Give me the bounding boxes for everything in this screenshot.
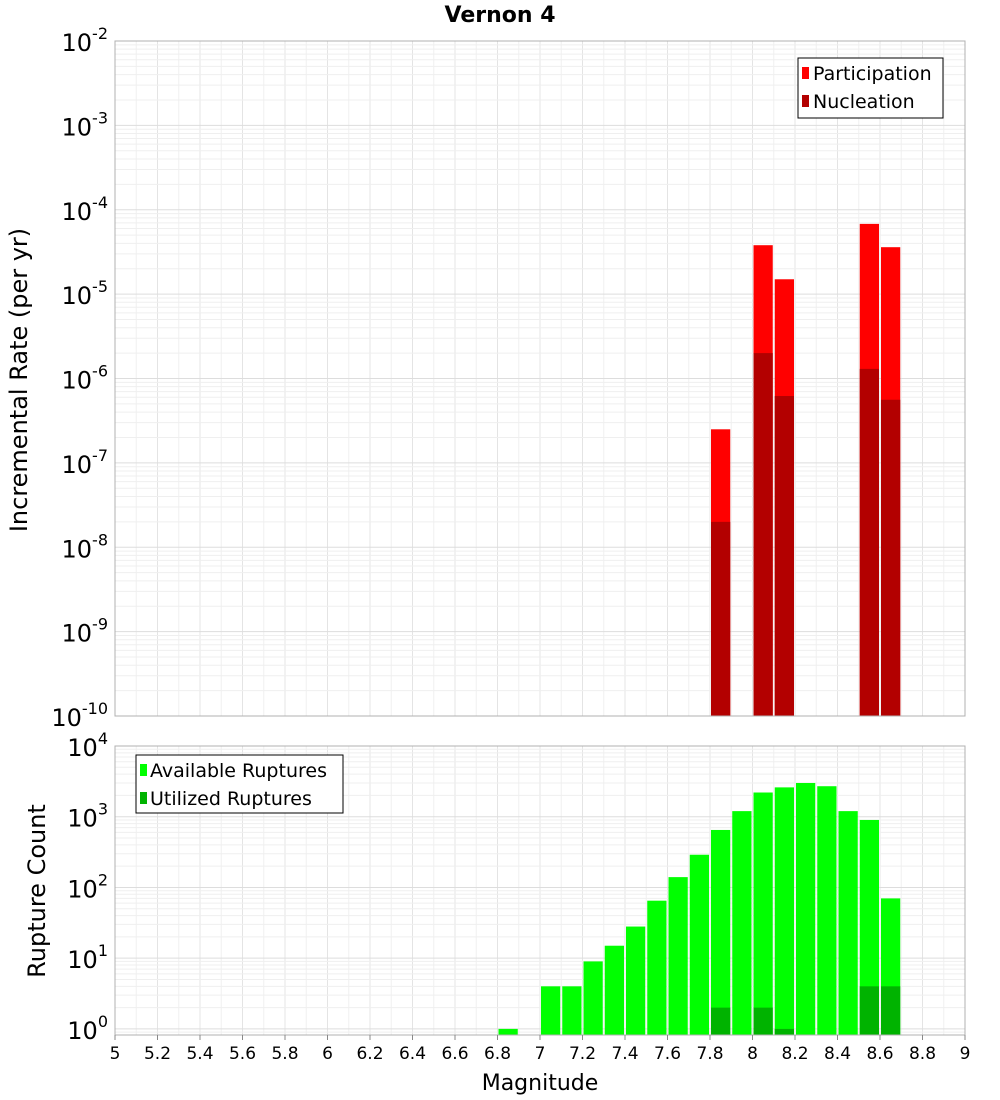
top-grid <box>114 40 966 717</box>
x-tick-label: 7.2 <box>569 1044 596 1064</box>
x-tick-label: 6.4 <box>399 1044 426 1064</box>
y-tick-label: 103 <box>67 800 108 833</box>
bar-available-ruptures <box>774 787 794 1035</box>
y-tick-label: 10-6 <box>62 362 109 395</box>
x-tick-label: 5.6 <box>229 1044 256 1064</box>
bar-available-ruptures <box>796 782 816 1035</box>
y-tick-label: 101 <box>67 941 108 974</box>
y-tick-label: 10-5 <box>62 277 109 310</box>
bar-nucleation <box>774 396 794 716</box>
x-tick-label: 6 <box>322 1044 333 1064</box>
x-tick-label: 5.8 <box>271 1044 298 1064</box>
legend-label-available: Available Ruptures <box>150 760 327 782</box>
top-bars <box>711 223 901 717</box>
x-tick-label: 6.2 <box>356 1044 383 1064</box>
bar-available-ruptures <box>541 986 561 1035</box>
bar-utilized-ruptures <box>881 986 901 1035</box>
bar-available-ruptures <box>498 1028 518 1035</box>
bar-available-ruptures <box>647 900 667 1035</box>
x-tick-label: 5 <box>110 1044 121 1064</box>
legend-swatch-utilized <box>140 792 147 804</box>
x-tick-label: 5.4 <box>186 1044 213 1064</box>
bottom-bars <box>498 782 901 1035</box>
legend-label-nucleation: Nucleation <box>813 91 915 113</box>
x-tick-label: 6.8 <box>484 1044 511 1064</box>
x-tick-label: 8.2 <box>781 1044 808 1064</box>
legend-label-utilized: Utilized Ruptures <box>150 788 312 810</box>
top-legend: Participation Nucleation <box>797 57 944 119</box>
bottom-y-axis-label: Rupture Count <box>23 804 51 978</box>
legend-swatch-participation <box>802 67 809 79</box>
y-tick-label: 10-4 <box>62 193 109 226</box>
bar-utilized-ruptures <box>711 1007 731 1035</box>
bar-available-ruptures <box>562 986 582 1035</box>
x-tick-label: 7.4 <box>611 1044 638 1064</box>
y-tick-label: 10-2 <box>62 24 109 57</box>
y-tick-label: 10-9 <box>62 615 109 648</box>
x-tick-label: 8.6 <box>866 1044 893 1064</box>
y-tick-label: 10-7 <box>62 446 109 479</box>
bar-available-ruptures <box>668 877 688 1035</box>
bar-available-ruptures <box>732 811 752 1035</box>
bar-utilized-ruptures <box>753 1007 773 1035</box>
chart-title: Vernon 4 <box>445 3 556 28</box>
bar-available-ruptures <box>838 811 858 1035</box>
x-tick-label: 8 <box>747 1044 758 1064</box>
legend-swatch-nucleation <box>802 95 809 107</box>
bar-available-ruptures <box>753 792 773 1035</box>
top-y-axis-label: Incremental Rate (per yr) <box>5 228 33 532</box>
x-tick-label: 8.8 <box>909 1044 936 1064</box>
y-tick-label: 100 <box>67 1012 108 1045</box>
x-axis-label: Magnitude <box>482 1071 599 1096</box>
x-tick-label: 8.4 <box>824 1044 851 1064</box>
x-tick-label: 6.6 <box>441 1044 468 1064</box>
bar-available-ruptures <box>817 786 837 1035</box>
x-tick-label: 7.6 <box>654 1044 681 1064</box>
legend-label-participation: Participation <box>813 63 932 85</box>
x-tick-label: 7.8 <box>696 1044 723 1064</box>
y-tick-label: 104 <box>67 729 108 762</box>
bar-nucleation <box>711 521 731 716</box>
bar-nucleation <box>881 399 901 716</box>
y-tick-label: 10-10 <box>51 699 108 732</box>
x-tick-label: 7 <box>535 1044 546 1064</box>
top-legend-box <box>797 57 944 119</box>
top-plot-frame <box>114 40 966 717</box>
legend-swatch-available <box>140 764 147 776</box>
bottom-legend-box <box>135 754 344 814</box>
bar-available-ruptures <box>604 945 624 1035</box>
y-tick-label: 10-3 <box>62 108 109 141</box>
y-tick-label: 10-8 <box>62 530 109 563</box>
bar-available-ruptures <box>583 961 603 1035</box>
bottom-y-ticks: 104 103 102 101 100 <box>67 729 108 1045</box>
y-tick-label: 102 <box>67 870 108 903</box>
top-y-ticks: 10-2 10-3 10-4 10-5 10-6 10-7 10-8 10-9 10-10 <box>51 24 108 732</box>
bar-utilized-ruptures <box>774 1028 794 1035</box>
bar-nucleation <box>859 368 879 716</box>
bar-nucleation <box>753 353 773 716</box>
bar-available-ruptures <box>626 926 646 1035</box>
bar-available-ruptures <box>711 829 731 1035</box>
bar-utilized-ruptures <box>859 986 879 1035</box>
x-tick-label: 9 <box>960 1044 971 1064</box>
bar-available-ruptures <box>859 819 879 1035</box>
x-ticks: 5 5.2 5.4 5.6 5.8 6 6.2 6.4 6.6 6.8 7 7.2 7.4 7.6 7.8 8… <box>110 1035 971 1064</box>
bottom-legend: Available Ruptures Utilized Ruptures <box>135 754 344 814</box>
bar-available-ruptures <box>689 854 709 1035</box>
x-tick-label: 5.2 <box>144 1044 171 1064</box>
